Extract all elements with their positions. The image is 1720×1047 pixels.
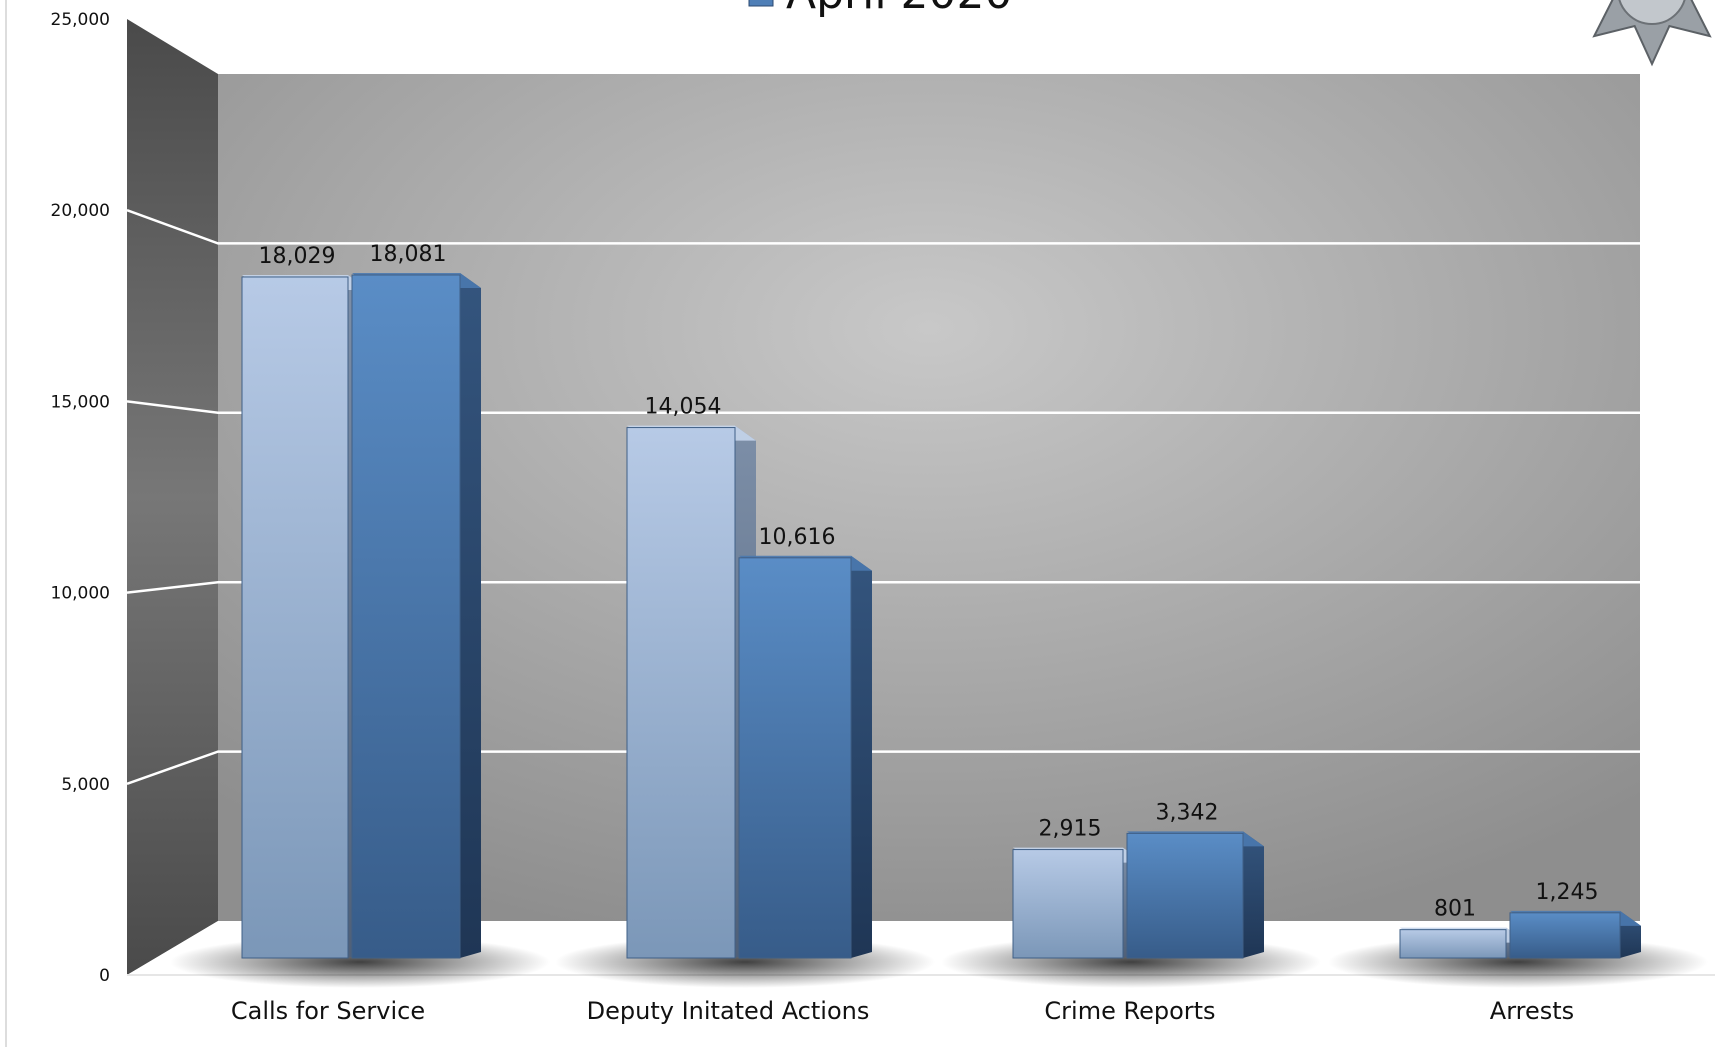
bars: 18,029 18,081 14,054 10,616 2,915 3,342 801 1,2… [170,242,1708,988]
bar-arrests-series-2: 1,245 [1509,880,1641,959]
bar-side [460,273,481,958]
legend-label: April 2020 [786,0,1013,19]
bar-front [1012,849,1124,959]
back-wall [218,74,1640,921]
gridlines [126,209,1640,785]
data-label: 1,245 [1536,880,1599,905]
bar-calls-for-service-series-2: 18,081 [351,242,481,959]
y-tick-label: 0 [99,966,110,986]
legend: April 2020 [748,0,1013,19]
y-tick-label: 10,000 [51,584,110,604]
legend-swatch [748,0,774,7]
gridline [126,209,1640,245]
data-label: 18,029 [259,244,336,269]
bar-front [241,276,349,959]
bar-deputy-initated-actions-series-2: 10,616 [738,525,872,959]
y-tick-label: 25,000 [51,10,110,30]
bar-side [1243,831,1264,958]
data-label: 2,915 [1039,817,1102,842]
bar-front [1509,912,1621,959]
x-category-label: Calls for Service [231,997,425,1025]
bar-deputy-initated-actions-series-1: 14,054 [626,395,756,959]
bar-front [626,427,736,959]
star-icon [1592,0,1712,67]
bar-front [351,274,461,959]
data-label: 3,342 [1156,800,1219,825]
y-tick-label: 20,000 [51,201,110,221]
gridline [126,750,1640,785]
x-category-label: Deputy Initated Actions [587,997,870,1025]
bar-arrests-series-1: 801 [1399,897,1527,959]
y-tick-label: 5,000 [61,775,110,795]
gridline [126,580,1640,594]
sheriff-badge-logo [1592,0,1712,67]
bar-calls-for-service-series-1: 18,029 [241,244,369,959]
x-category-label: Arrests [1490,997,1574,1025]
data-label: 14,054 [645,395,722,420]
bar-side [851,555,872,958]
bar-front [1126,832,1244,959]
bar-front [738,557,852,959]
bar-front [1399,929,1507,959]
data-label: 801 [1434,897,1476,922]
x-axis: Calls for Service Deputy Initated Actions… [231,997,1574,1025]
y-axis: 0 5,000 10,000 15,000 20,000 25,000 [51,10,110,986]
badge-seal-icon [1618,0,1686,25]
y-tick-label: 15,000 [51,392,110,412]
data-label: 18,081 [370,242,447,267]
x-category-label: Crime Reports [1044,997,1215,1025]
bar-crime-reports-series-2: 3,342 [1126,800,1264,959]
data-label: 10,616 [759,525,836,550]
side-wall [127,19,218,975]
gridline [126,400,1640,415]
